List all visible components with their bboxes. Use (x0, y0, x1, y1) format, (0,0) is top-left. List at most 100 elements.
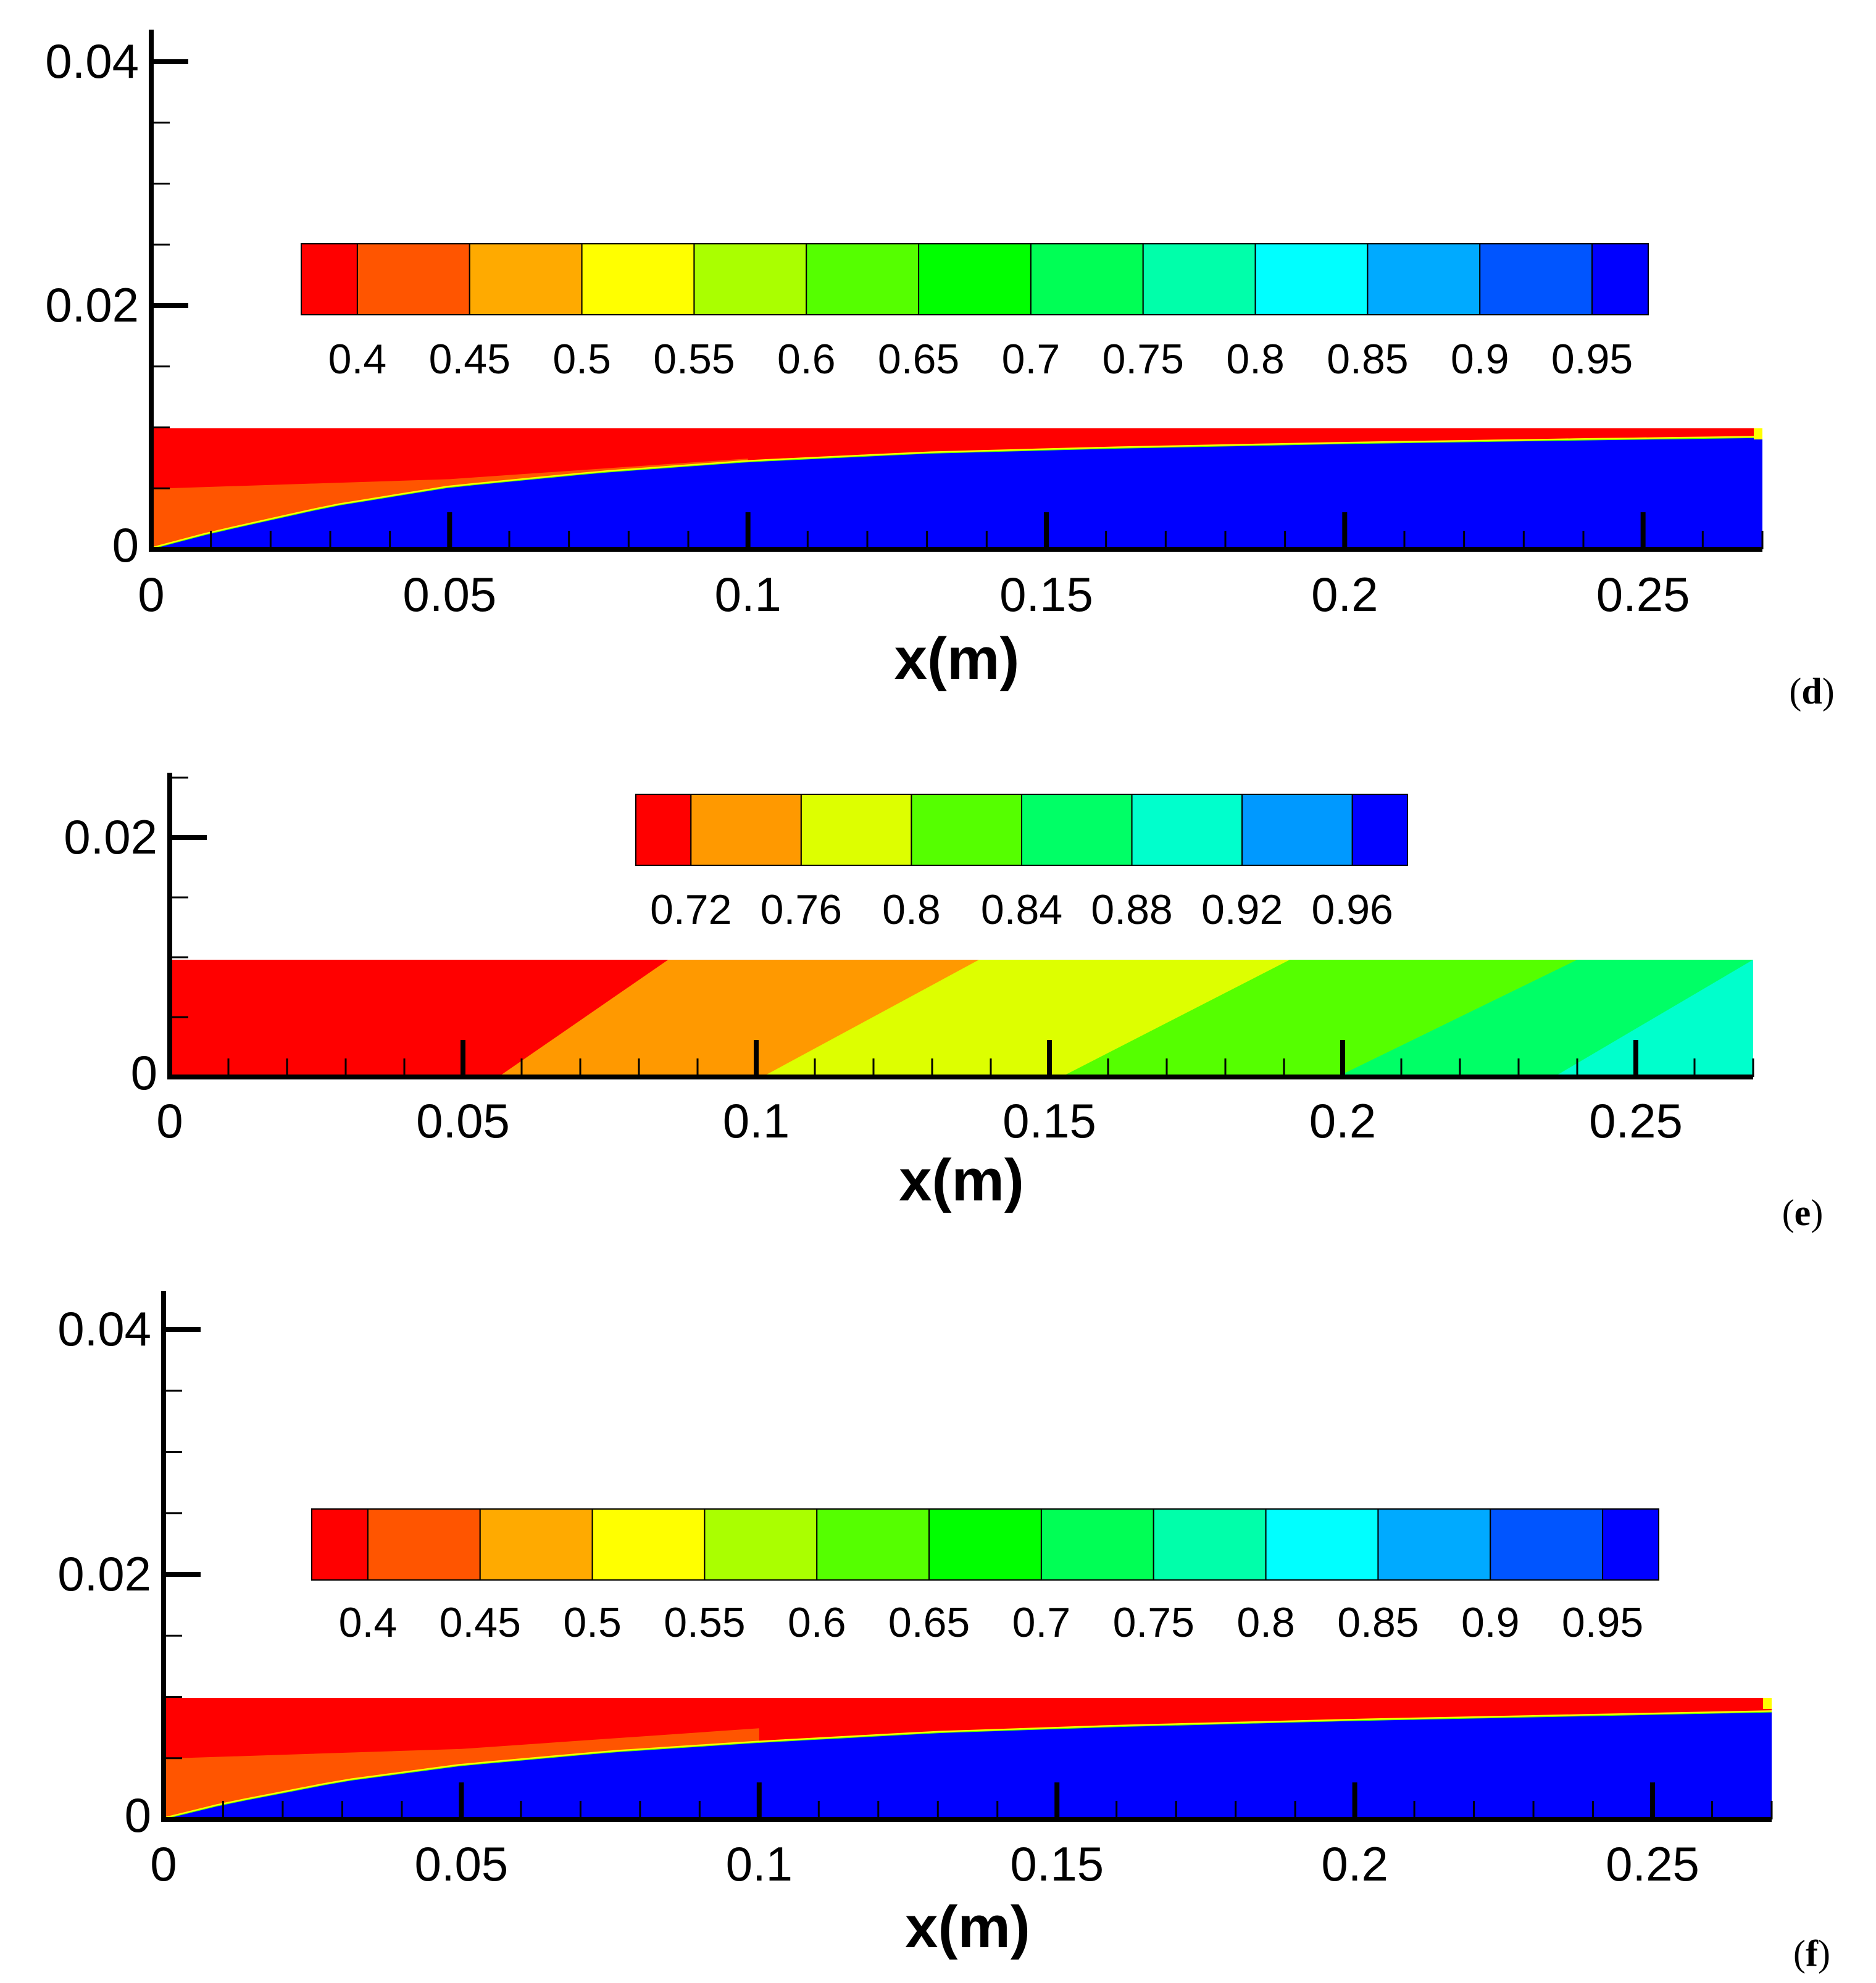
legend-label: 0.55 (653, 336, 735, 383)
panel-label: (f) (1793, 1933, 1830, 1974)
x-axis-title: x(m) (899, 1147, 1024, 1213)
x-tick-label: 0.2 (1321, 1837, 1388, 1891)
legend-label: 0.85 (1327, 336, 1408, 383)
legend-swatch (1153, 1508, 1267, 1581)
legend-label: 0.65 (878, 336, 959, 383)
legend-swatch (1030, 243, 1144, 315)
legend-swatch (1131, 794, 1243, 866)
legend-swatch (1490, 1508, 1604, 1581)
legend-label: 0.76 (761, 886, 842, 933)
legend-swatch (469, 243, 583, 315)
color-legend: 0.4 0.45 0.5 0.55 0.6 0.65 0.7 0.75 0.8 0.85 0.9 0.… (311, 1508, 1659, 1646)
legend-swatch (816, 1508, 930, 1581)
panel-label: (e) (1782, 1192, 1824, 1233)
legend-label: 0.95 (1551, 336, 1633, 383)
legend-swatch (1021, 794, 1133, 866)
x-tick-label: 0.05 (415, 1837, 509, 1891)
legend-label: 0.8 (1236, 1599, 1295, 1646)
legend-swatch (301, 243, 358, 315)
legend-swatch (928, 1508, 1042, 1581)
contour-outlet-corner (1763, 1698, 1772, 1709)
legend-label: 0.55 (664, 1599, 745, 1646)
legend-label: 0.6 (777, 336, 836, 383)
panel-label: (d) (1789, 671, 1834, 712)
x-tick-label: 0.2 (1309, 1094, 1376, 1148)
legend-label: 0.8 (882, 886, 941, 933)
y-tick-label: 0 (112, 518, 139, 572)
x-tick-label: 0 (138, 567, 164, 622)
color-legend: 0.72 0.76 0.8 0.84 0.88 0.92 0.96 (635, 794, 1409, 933)
legend-label: 0.9 (1451, 336, 1509, 383)
legend-label: 0.7 (1012, 1599, 1071, 1646)
legend-swatch (911, 794, 1023, 866)
legend-label: 0.4 (328, 336, 387, 383)
legend-swatch (1142, 243, 1256, 315)
legend-swatch (1367, 243, 1481, 315)
legend-label: 0.85 (1337, 1599, 1419, 1646)
y-tick-label: 0.02 (45, 278, 139, 332)
legend-label: 0.5 (552, 336, 611, 383)
legend-swatch (581, 243, 695, 315)
legend-swatch (918, 243, 1032, 315)
x-tick-label: 0.15 (1010, 1837, 1104, 1891)
x-tick-label: 0.15 (999, 567, 1093, 622)
legend-swatch (693, 243, 807, 315)
legend-swatch (1040, 1508, 1154, 1581)
x-axis-title: x(m) (905, 1894, 1030, 1960)
legend-label: 0.92 (1201, 886, 1283, 933)
contour-field (151, 428, 1762, 552)
legend-label: 0.45 (440, 1599, 521, 1646)
legend-swatch (806, 243, 920, 315)
legend-swatch (1377, 1508, 1491, 1581)
color-legend: 0.4 0.45 0.5 0.55 0.6 0.65 0.7 0.75 0.8 0.85 0.9 0.… (301, 243, 1649, 383)
legend-swatch (1479, 243, 1593, 315)
contour-region-high (164, 1712, 1772, 1819)
legend-label: 0.9 (1461, 1599, 1520, 1646)
y-tick-label: 0.02 (64, 810, 157, 864)
y-tick-label: 0 (131, 1046, 157, 1100)
x-tick-label: 0.15 (1003, 1094, 1096, 1148)
legend-swatch (690, 794, 802, 866)
legend-swatch (311, 1508, 369, 1581)
legend-label: 0.96 (1312, 886, 1393, 933)
x-tick-label: 0.25 (1606, 1837, 1699, 1891)
legend-label: 0.6 (788, 1599, 846, 1646)
x-tick-label: 0.1 (723, 1094, 790, 1148)
y-tick-label: 0.04 (45, 34, 139, 88)
x-tick-label: 0.2 (1311, 567, 1378, 622)
legend-label: 0.95 (1562, 1599, 1643, 1646)
panel-d: 00.020.040 0.05 0.1 0.15 0.2 0.25x(m)0.4 0.45 0… (45, 30, 1835, 712)
y-tick-label: 0 (125, 1788, 151, 1842)
x-tick-label: 0.1 (726, 1837, 793, 1891)
x-tick-label: 0.1 (714, 567, 781, 622)
legend-label: 0.8 (1226, 336, 1285, 383)
legend-label: 0.72 (650, 886, 732, 933)
x-tick-label: 0.05 (402, 567, 496, 622)
contour-region-high (151, 438, 1762, 549)
contour-band-5 (1554, 960, 1753, 1077)
legend-label: 0.84 (981, 886, 1062, 933)
panel-f: 00.020.040 0.05 0.1 0.15 0.2 0.25x(m)0.4 0.45 0… (57, 1291, 1830, 1974)
legend-swatch (635, 794, 692, 866)
legend-swatch (1241, 794, 1353, 866)
legend-swatch (367, 1508, 481, 1581)
panel-e: 00.020 0.05 0.1 0.15 0.2 0.25x(m)0.72 0.76 0.8 0… (64, 773, 1823, 1233)
legend-swatch (1254, 243, 1369, 315)
contour-field (170, 960, 1753, 1077)
y-tick-label: 0.04 (57, 1302, 151, 1356)
x-axis-title: x(m) (894, 626, 1020, 692)
legend-label: 0.5 (563, 1599, 622, 1646)
legend-swatch (1602, 1508, 1659, 1581)
legend-label: 0.7 (1002, 336, 1061, 383)
legend-swatch (356, 243, 470, 315)
legend-label: 0.75 (1113, 1599, 1194, 1646)
legend-label: 0.88 (1091, 886, 1172, 933)
x-tick-label: 0 (150, 1837, 177, 1891)
legend-swatch (479, 1508, 593, 1581)
legend-swatch (800, 794, 912, 866)
legend-swatch (1591, 243, 1649, 315)
legend-swatch (591, 1508, 706, 1581)
legend-swatch (1265, 1508, 1379, 1581)
contour-outlet-corner (1754, 428, 1762, 439)
